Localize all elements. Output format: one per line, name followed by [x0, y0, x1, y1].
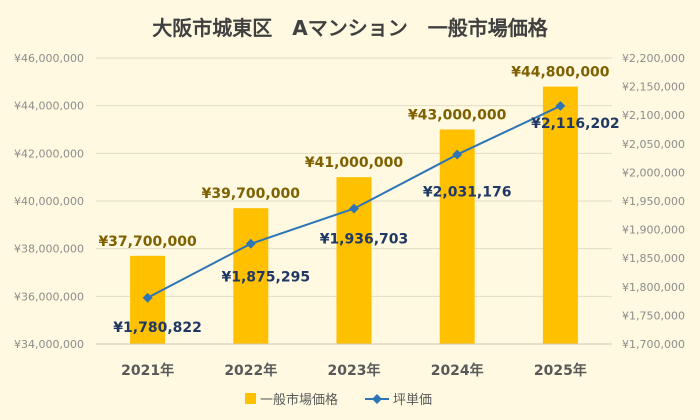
right-axis-tick-label: ¥2,000,000	[622, 166, 685, 179]
right-axis: ¥1,700,000 ¥1,750,000 ¥1,800,000 ¥1,850,000…	[622, 52, 685, 351]
left-axis-tick-label: ¥46,000,000	[14, 52, 84, 65]
bar-value-label: ¥39,700,000	[202, 186, 301, 202]
bar-value-label: ¥41,000,000	[305, 155, 404, 171]
line-point	[245, 238, 256, 249]
bar-value-label: ¥44,800,000	[511, 65, 610, 81]
bar-series	[130, 86, 578, 344]
x-axis-category-label: 2021年	[121, 362, 174, 379]
left-axis-tick-label: ¥38,000,000	[14, 243, 84, 256]
line-point	[555, 100, 566, 111]
legend-line-marker	[372, 394, 382, 404]
right-axis-tick-label: ¥2,200,000	[622, 52, 685, 65]
bar	[233, 208, 269, 344]
line-value-label: ¥1,780,822	[113, 320, 202, 336]
right-axis-tick-label: ¥1,900,000	[622, 224, 685, 237]
legend: 一般市場価格 坪単価	[245, 392, 432, 408]
x-axis-category-label: 2023年	[328, 362, 381, 379]
line-series	[142, 100, 566, 303]
bar	[439, 129, 475, 344]
right-axis-tick-label: ¥1,800,000	[622, 281, 685, 294]
right-axis-tick-label: ¥1,950,000	[622, 195, 685, 208]
line-value-label: ¥2,116,202	[531, 116, 620, 132]
left-axis-tick-label: ¥42,000,000	[14, 147, 84, 160]
right-axis-tick-label: ¥2,100,000	[622, 109, 685, 122]
line-point	[142, 292, 153, 303]
left-axis-tick-label: ¥40,000,000	[14, 195, 84, 208]
x-axis: 2021年 2022年 2023年 2024年 2025年	[96, 343, 612, 379]
bar-value-label: ¥37,700,000	[98, 234, 197, 250]
left-axis-tick-label: ¥34,000,000	[14, 338, 84, 351]
right-axis-tick-label: ¥1,850,000	[622, 252, 685, 265]
legend-bar-swatch	[245, 393, 256, 404]
line-value-label: ¥1,875,295	[222, 270, 311, 286]
x-axis-category-label: 2022年	[224, 362, 277, 379]
right-axis-tick-label: ¥2,150,000	[622, 81, 685, 94]
legend-line-label: 坪単価	[393, 392, 432, 408]
x-axis-category-label: 2024年	[431, 362, 484, 379]
line-point	[349, 203, 359, 214]
bar-value-label: ¥43,000,000	[408, 108, 507, 124]
bar	[542, 86, 578, 344]
line-value-label: ¥1,936,703	[320, 232, 409, 248]
right-axis-tick-label: ¥2,050,000	[622, 138, 685, 151]
line-point	[452, 149, 463, 160]
legend-bar-label: 一般市場価格	[260, 392, 338, 408]
x-axis-category-label: 2025年	[534, 362, 587, 379]
left-axis: ¥34,000,000 ¥36,000,000 ¥38,000,000 ¥40,000…	[14, 52, 84, 351]
line-value-label: ¥2,031,176	[423, 185, 512, 201]
right-axis-tick-label: ¥1,700,000	[622, 338, 685, 351]
left-axis-tick-label: ¥36,000,000	[14, 290, 84, 303]
right-axis-tick-label: ¥1,750,000	[622, 309, 685, 322]
data-labels: ¥37,700,000 ¥39,700,000¥41,000,000 ¥43,000…	[98, 65, 619, 336]
left-axis-tick-label: ¥44,000,000	[14, 100, 84, 113]
chart-title: 大阪市城東区 Aマンション 一般市場価格	[152, 16, 548, 40]
